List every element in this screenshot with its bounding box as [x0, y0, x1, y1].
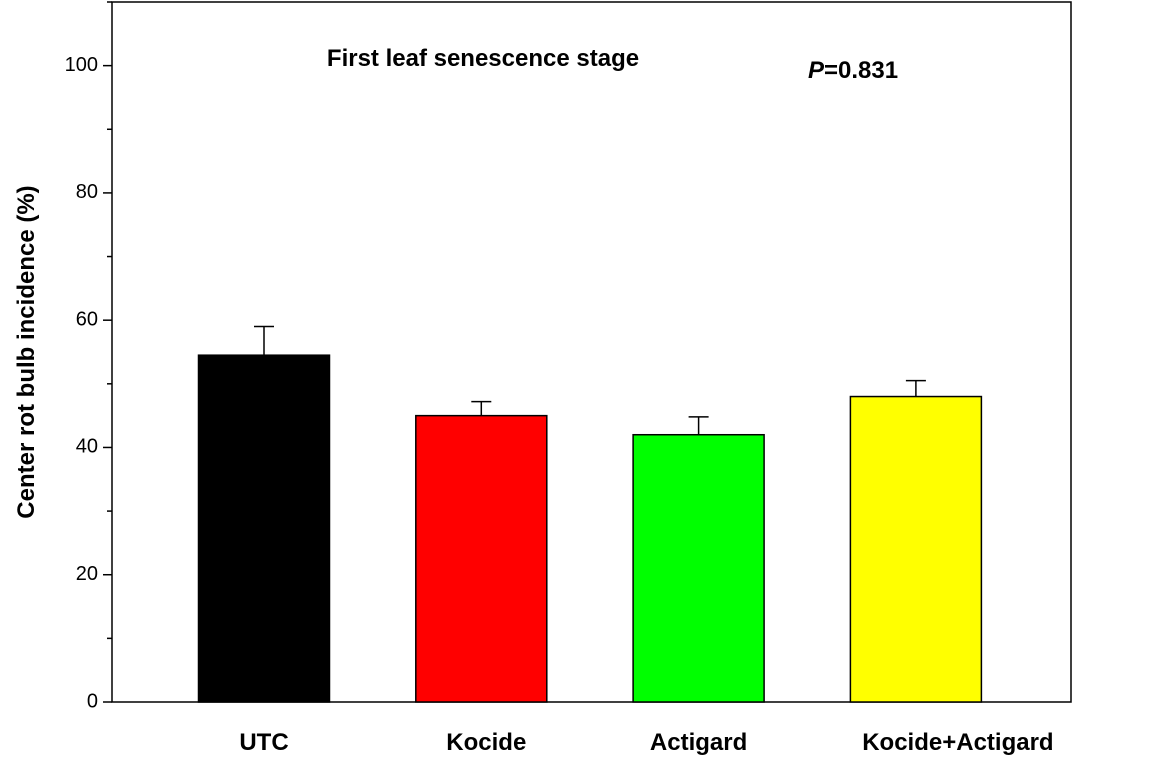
- p-value: =0.831: [824, 57, 898, 84]
- x-tick-label: Kocide+Actigard: [862, 729, 1053, 756]
- y-tick-label: 60: [76, 308, 98, 330]
- p-annotation: P=0.831: [808, 57, 898, 84]
- p-symbol: P: [808, 57, 825, 84]
- bar: [849, 395, 983, 703]
- y-axis-label: Center rot bulb incidence (%): [13, 185, 40, 518]
- y-tick-label: 80: [76, 181, 98, 203]
- x-tick-label: Kocide: [446, 729, 526, 756]
- bar: [632, 433, 765, 703]
- y-tick-label: 20: [76, 563, 98, 585]
- plot-frame: [111, 1, 1072, 703]
- y-tick-label: 0: [87, 690, 98, 712]
- y-tick-label: 40: [76, 436, 98, 458]
- bar: [415, 414, 548, 703]
- x-tick-label: UTC: [239, 729, 288, 756]
- chart-title: First leaf senescence stage: [327, 45, 639, 72]
- y-tick-label: 100: [65, 54, 98, 76]
- bar: [197, 354, 331, 703]
- x-tick-label: Actigard: [650, 729, 747, 756]
